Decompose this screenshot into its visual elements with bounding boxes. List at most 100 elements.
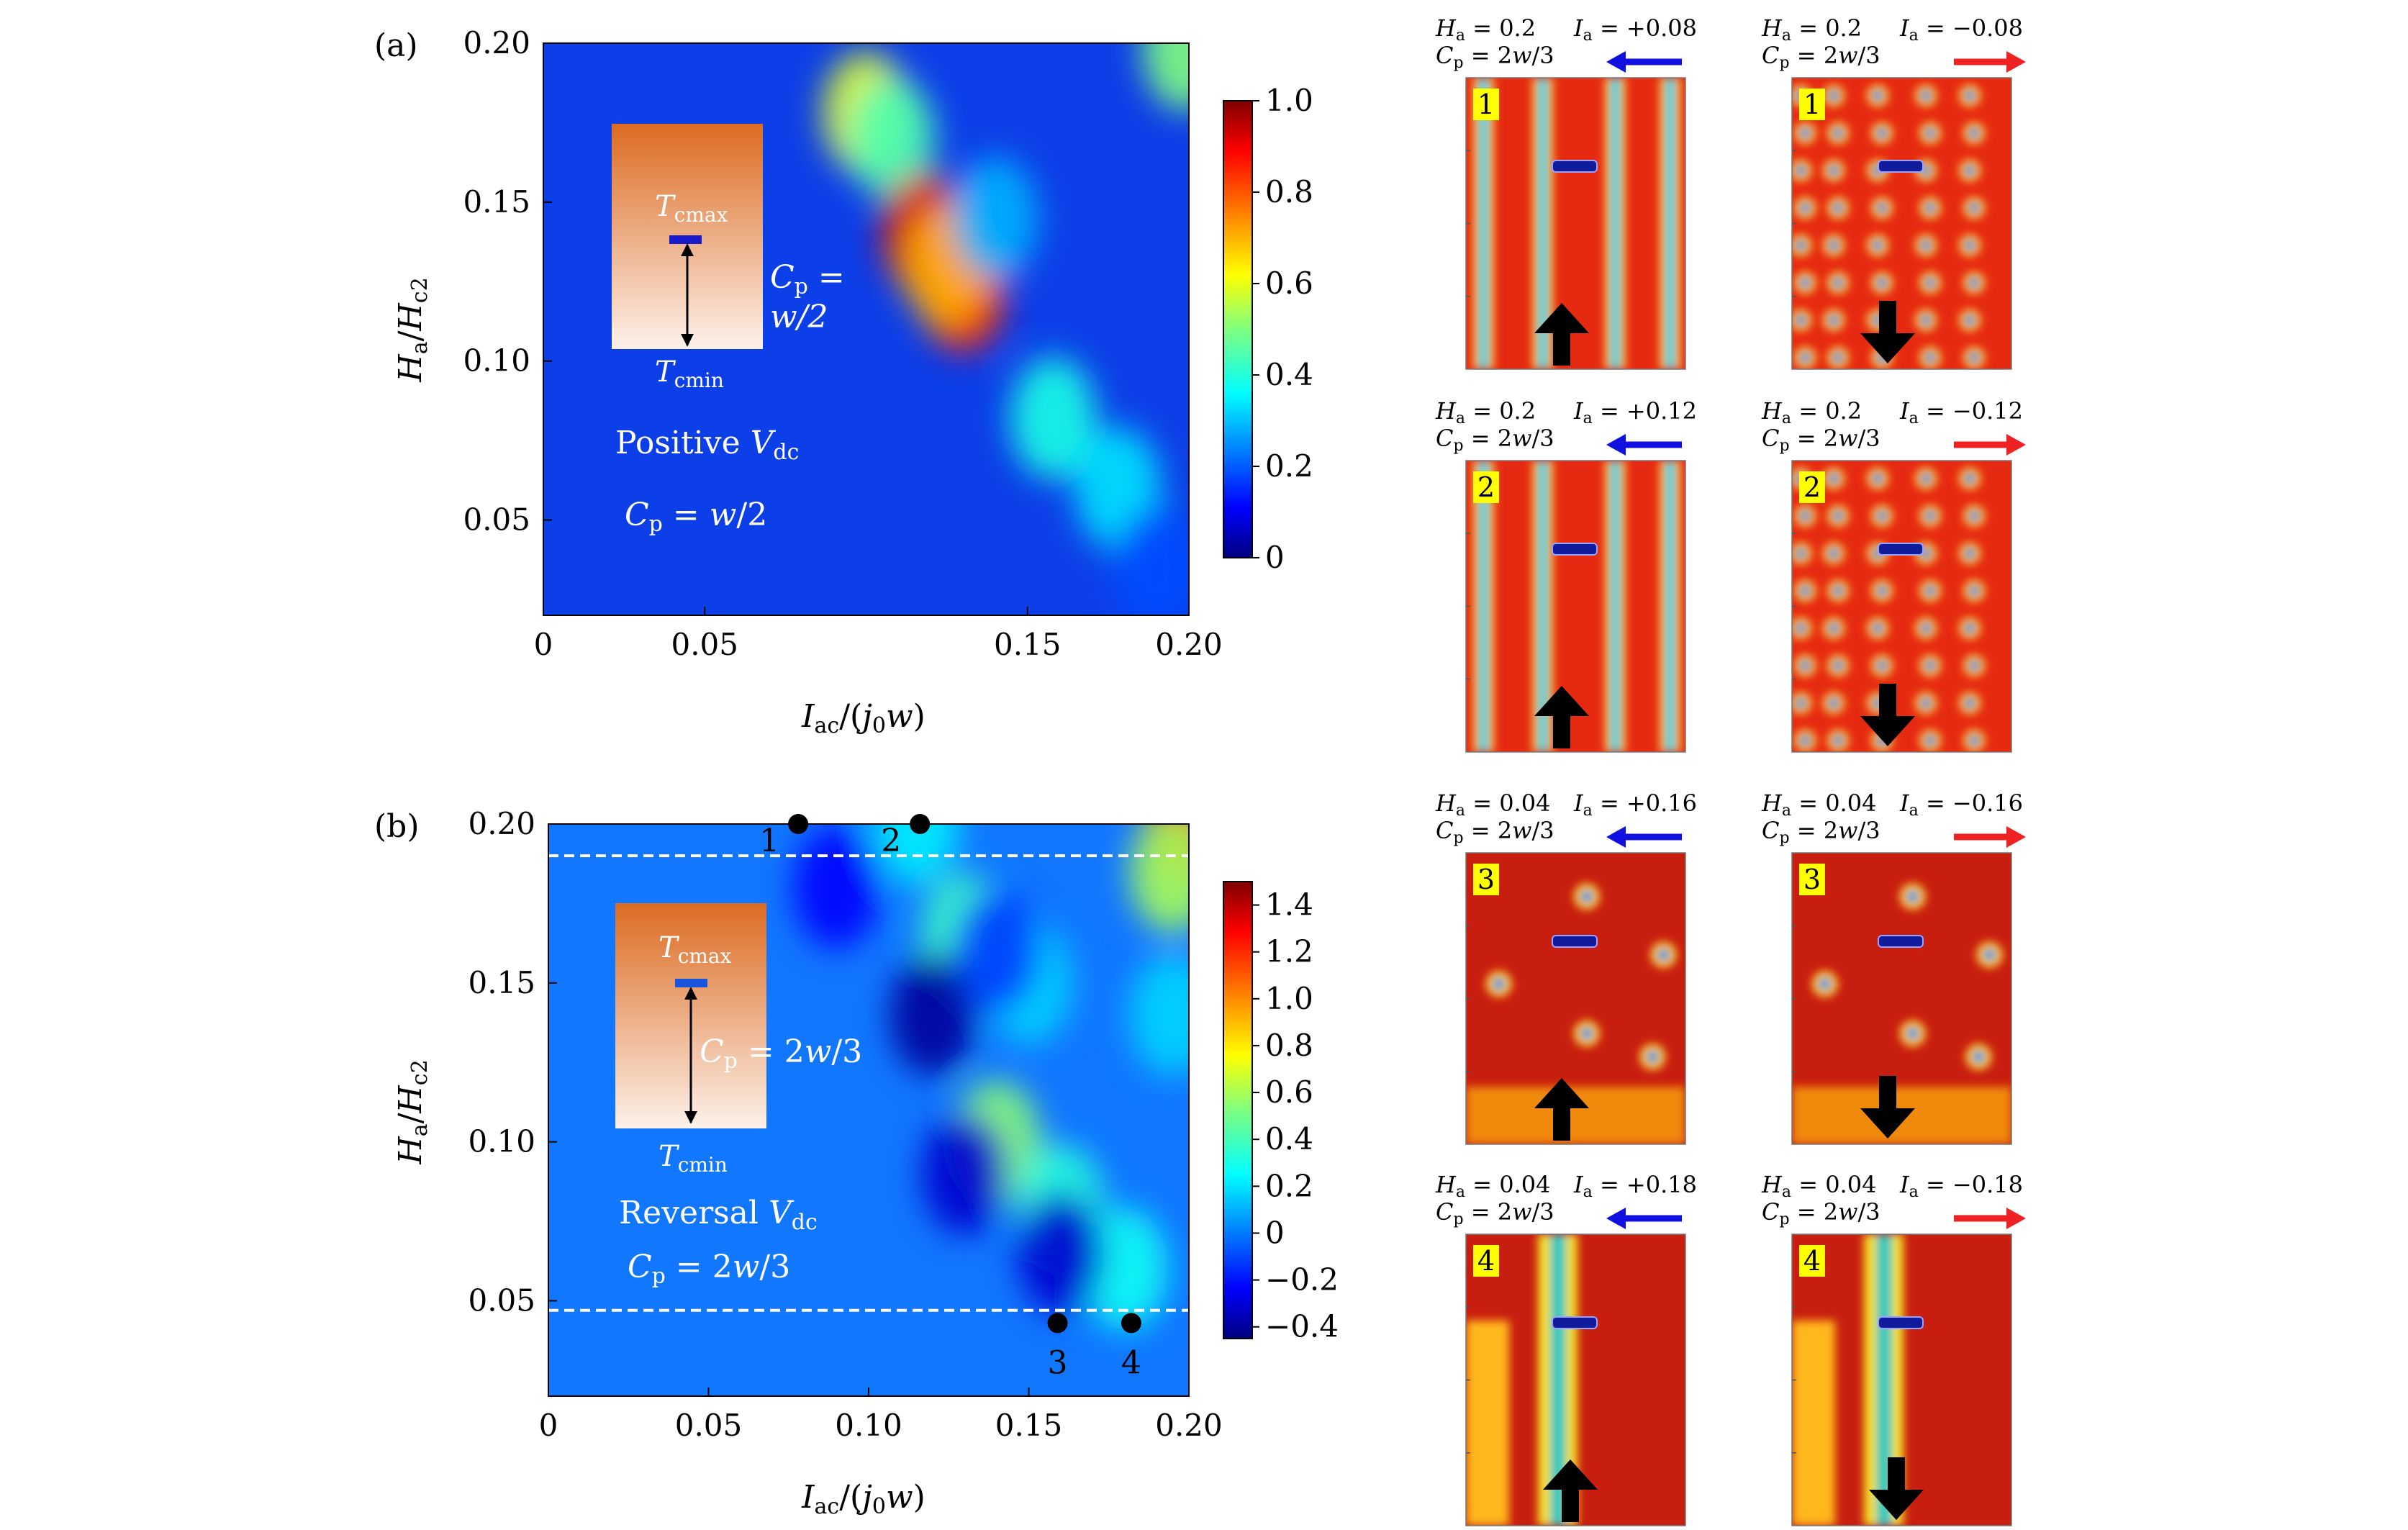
snapshot-number: 2 (1803, 471, 1821, 503)
vortex-core (1968, 585, 1981, 597)
vortex-core (1832, 585, 1844, 597)
panel-a-colorbar (1223, 100, 1253, 558)
snapshot-number-badge (1473, 471, 1499, 503)
colorbar-tick-label: −0.4 (1265, 1309, 1339, 1344)
vortex-core (1968, 277, 1981, 289)
snapshot-blurred-layer (1473, 461, 1680, 752)
marked-point-label: 3 (1048, 1344, 1068, 1381)
panel-a: (a) Tcmax Tcmin Cp = w/2 Positive Vdc Cp… (374, 25, 1313, 738)
snapshot-number: 3 (1803, 864, 1821, 895)
snapshot-ha-label: Ha = 0.2 (1761, 397, 1862, 427)
heat-hotspot (1010, 357, 1097, 480)
vortex-stripe (1478, 461, 1489, 752)
vortex-core (1872, 623, 1883, 634)
vortex-core (1828, 314, 1839, 326)
snapshot-ha-label: Ha = 0.2 (1435, 14, 1536, 45)
flow-arrow-down (1860, 684, 1915, 746)
vortex-core (1968, 127, 1981, 139)
constriction-mark (1878, 543, 1924, 556)
y-tick-label: 0.05 (468, 1283, 535, 1318)
snapshot-2-negative: Ha = 0.2Cp = 2w/3 Ia = −0.12 2 (1761, 397, 2026, 753)
snapshot-field (1466, 1234, 1685, 1526)
vortex-core (1799, 352, 1811, 363)
current-direction-left-arrowhead (1606, 51, 1626, 73)
vortex-core (1964, 314, 1976, 326)
heat-hotspot (848, 77, 936, 200)
vortex-core (1876, 585, 1888, 597)
vortex-stripe (1610, 78, 1621, 369)
vortex-core (1924, 277, 1937, 289)
vortex-core (1832, 660, 1844, 671)
heat-hotspot (954, 890, 1040, 1013)
snapshot-number-badge (1473, 1245, 1499, 1277)
panel-b-colorbar (1223, 881, 1253, 1339)
vortex-core (1818, 977, 1832, 991)
vortex-core (1920, 240, 1932, 251)
colorbar-tick-label: 1.4 (1265, 887, 1313, 923)
colorbar-tick-label: 0.4 (1265, 357, 1313, 392)
snapshot-ia-label: Ia = +0.16 (1573, 789, 1697, 820)
x-tick-label: 0 (539, 1408, 558, 1443)
constriction-mark (1552, 160, 1598, 173)
heat-hotspot (1018, 1192, 1104, 1315)
panel-a-label: (a) (374, 27, 418, 64)
panel-b-axes: 0 0.05 0.10 0.15 0.20 0.05 0.10 0.15 0.20 (468, 806, 1222, 1443)
panel-b-marked-points: 1 2 3 4 (759, 814, 1141, 1381)
vortex-core (1799, 277, 1811, 289)
vortex-core (1964, 548, 1976, 559)
vortex-core (1795, 623, 1807, 634)
panel-a-axes: 0 0.05 0.15 0.20 0.05 0.10 0.15 0.20 (463, 25, 1222, 662)
vortex-core (1924, 735, 1937, 746)
snapshot-number: 4 (1477, 1245, 1495, 1277)
snapshot-blurred-layer (1473, 78, 1680, 369)
colorbar-tick-label: 1.0 (1265, 981, 1313, 1016)
panel-a-colorbar-ticks: 0 0.2 0.4 0.6 0.8 1.0 (1252, 83, 1313, 575)
vortex-core (1832, 127, 1844, 139)
marked-point (788, 814, 809, 834)
heat-hotspot (951, 156, 1038, 279)
vortex-core (1832, 510, 1844, 522)
snapshot-field (1792, 1234, 2011, 1526)
vortex-stripe (1537, 461, 1548, 752)
panel-b-annotation-cp: Cp = 2w/3 (628, 1249, 790, 1289)
x-tick-label: 0.15 (994, 627, 1062, 662)
heat-hotspot (793, 826, 880, 949)
snapshot-field (1466, 78, 1685, 369)
snapshot-field (1792, 78, 2011, 369)
vortex-core (1799, 735, 1811, 746)
snapshot-ha-label: Ha = 0.04 (1435, 1171, 1550, 1201)
snapshot-number-badge (1473, 89, 1499, 120)
snapshot-number-badge (1799, 864, 1825, 895)
vortex-core (1968, 202, 1981, 214)
y-tick-label: 0.15 (463, 184, 530, 219)
vortex-core (1968, 735, 1981, 746)
current-direction-right-arrowhead (2006, 51, 2026, 73)
vortex-core (1968, 352, 1981, 363)
vortex-core (1972, 1050, 1986, 1064)
panel-b-dashed-lines (548, 854, 1189, 1312)
vortex-core (1795, 240, 1807, 251)
snapshot-number-badge (1799, 1245, 1825, 1277)
snapshot-1-positive: Ha = 0.2Cp = 2w/3 Ia = +0.08 1 (1435, 14, 1697, 370)
vortex-core (1906, 890, 1919, 903)
snapshot-field (1792, 853, 2011, 1144)
vortex-core (1828, 240, 1839, 251)
flow-arrow-down (1860, 301, 1915, 363)
vortex-core (1983, 948, 1996, 961)
edge-gradient-left (1466, 1321, 1509, 1526)
colorbar-tick-label: 0.2 (1265, 448, 1313, 484)
heat-hotspot (1129, 954, 1189, 1076)
vortex-core (1828, 165, 1839, 176)
flow-arrow-up (1543, 1459, 1598, 1522)
colorbar-tick-label: 1.2 (1265, 934, 1313, 969)
snapshot-number-badge (1799, 471, 1825, 503)
constriction-mark (1878, 160, 1924, 173)
snapshot-ha-label: Ha = 0.04 (1761, 789, 1876, 820)
x-tick-label: 0.05 (671, 627, 738, 662)
vortex-core (1872, 90, 1883, 101)
heat-hotspot (921, 1112, 1008, 1235)
